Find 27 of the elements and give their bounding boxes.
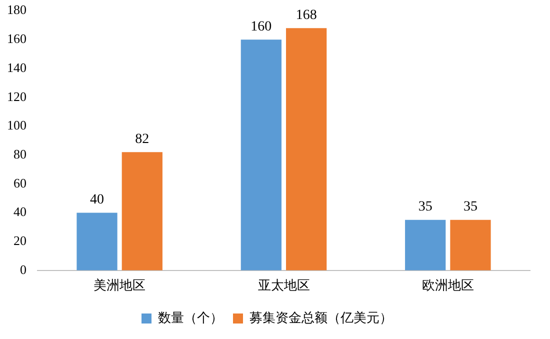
- y-tick-label: 100: [7, 118, 26, 133]
- bar: [122, 152, 162, 270]
- data-label: 35: [418, 200, 432, 215]
- legend-label: 募集资金总额（亿美元）: [250, 310, 392, 325]
- x-tick-label: 亚太地区: [258, 278, 310, 293]
- x-tick-label: 美洲地区: [94, 278, 146, 293]
- y-tick-label: 0: [20, 262, 26, 277]
- data-label: 35: [463, 200, 478, 215]
- y-tick-label: 40: [14, 204, 26, 220]
- data-label: 82: [135, 132, 150, 147]
- data-label: 168: [296, 8, 317, 23]
- y-tick-label: 180: [7, 2, 26, 18]
- bar: [76, 212, 118, 270]
- data-label: 160: [250, 19, 272, 34]
- y-tick-label: 160: [7, 31, 26, 46]
- bar: [450, 220, 491, 270]
- y-tick-label: 120: [7, 88, 26, 104]
- y-tick-label: 60: [14, 175, 26, 190]
- y-tick-label: 80: [14, 146, 26, 162]
- bar: [286, 28, 327, 270]
- bar: [240, 40, 282, 270]
- y-tick-label: 140: [7, 60, 26, 75]
- legend-label: 数量（个）: [158, 310, 223, 325]
- data-label: 40: [90, 192, 104, 208]
- y-tick-label: 20: [14, 232, 26, 248]
- bar: [405, 220, 446, 270]
- x-tick-label: 欧洲地区: [422, 278, 474, 293]
